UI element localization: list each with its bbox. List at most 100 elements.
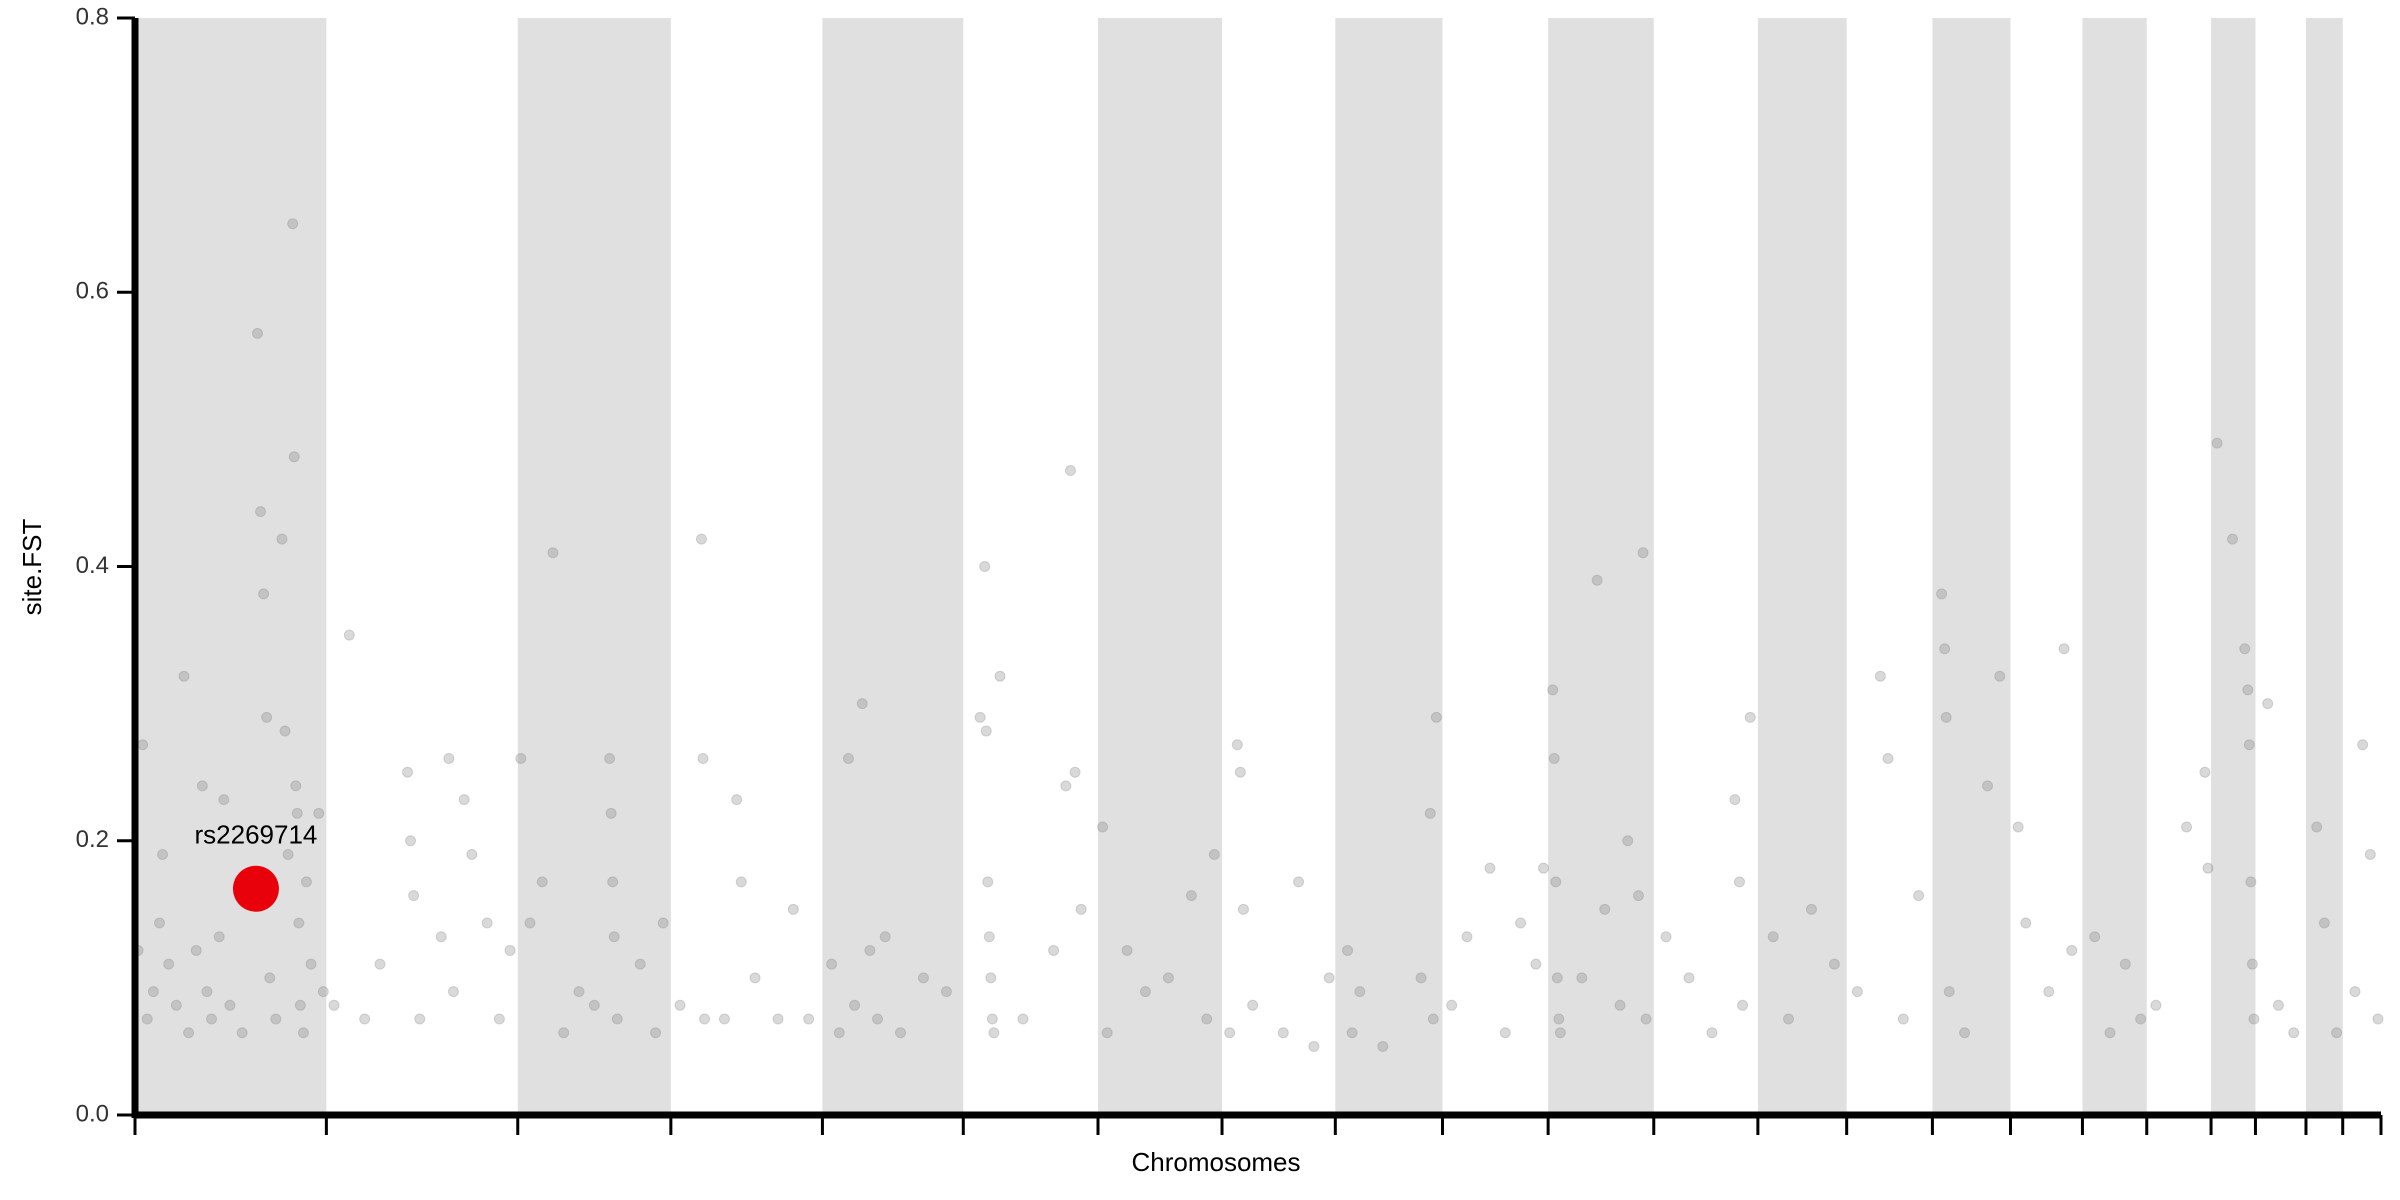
point <box>1538 862 1550 874</box>
point <box>374 958 386 970</box>
point <box>1342 944 1354 956</box>
point <box>1943 986 1955 998</box>
point <box>504 944 516 956</box>
point <box>2364 848 2376 860</box>
point <box>608 931 620 943</box>
point <box>1530 958 1542 970</box>
point <box>917 972 929 984</box>
point <box>1734 876 1746 888</box>
point <box>276 533 288 545</box>
point <box>178 670 190 682</box>
point <box>1550 876 1562 888</box>
point <box>1101 1027 1113 1039</box>
point <box>170 999 182 1011</box>
point <box>408 890 420 902</box>
point <box>1939 643 1951 655</box>
point <box>1936 588 1948 600</box>
point <box>1744 711 1756 723</box>
point <box>1851 986 1863 998</box>
y-axis-label: site.FST <box>17 518 47 615</box>
point <box>258 588 270 600</box>
point <box>1614 999 1626 1011</box>
point <box>611 1013 623 1025</box>
chromosome-band <box>517 18 671 1115</box>
point <box>2119 958 2131 970</box>
point <box>2245 876 2257 888</box>
point <box>328 999 340 1011</box>
point <box>1897 1013 1909 1025</box>
point <box>1782 1013 1794 1025</box>
point <box>290 780 302 792</box>
point <box>1234 766 1246 778</box>
point <box>1551 972 1563 984</box>
point <box>2288 1027 2300 1039</box>
point <box>343 629 355 641</box>
point <box>2246 958 2258 970</box>
point <box>2372 1013 2384 1025</box>
point <box>157 848 169 860</box>
point <box>1201 1013 1213 1025</box>
point <box>1237 903 1249 915</box>
point <box>1547 684 1559 696</box>
point <box>1346 1027 1358 1039</box>
chromosome-band <box>2211 18 2256 1115</box>
point <box>674 999 686 1011</box>
point <box>1940 711 1952 723</box>
point <box>481 917 493 929</box>
point <box>604 752 616 764</box>
point <box>1064 465 1076 477</box>
point <box>573 986 585 998</box>
point <box>856 698 868 710</box>
point <box>735 876 747 888</box>
point <box>163 958 175 970</box>
point <box>2349 986 2361 998</box>
point <box>153 917 165 929</box>
point <box>1424 807 1436 819</box>
point <box>288 451 300 463</box>
point <box>536 876 548 888</box>
chromosome-bands <box>135 18 2343 1115</box>
point <box>895 1027 907 1039</box>
point <box>255 506 267 518</box>
point <box>1427 1013 1439 1025</box>
point <box>1060 780 1072 792</box>
y-tick-label: 0.4 <box>76 552 109 579</box>
point <box>1576 972 1588 984</box>
point <box>1247 999 1259 1011</box>
point <box>940 986 952 998</box>
point <box>2202 862 2214 874</box>
point <box>2012 821 2024 833</box>
point <box>2262 698 2274 710</box>
point <box>466 848 478 860</box>
point <box>196 780 208 792</box>
point <box>2239 643 2251 655</box>
point <box>1323 972 1335 984</box>
point <box>994 670 1006 682</box>
point <box>313 807 325 819</box>
point <box>650 1027 662 1039</box>
point <box>279 725 291 737</box>
point <box>1874 670 1886 682</box>
point <box>1640 1013 1652 1025</box>
point <box>317 986 329 998</box>
point <box>1622 835 1634 847</box>
chromosome-band <box>822 18 964 1115</box>
point <box>293 917 305 929</box>
point <box>1484 862 1496 874</box>
point <box>1499 1027 1511 1039</box>
point <box>2357 739 2369 751</box>
point <box>224 999 236 1011</box>
point <box>1017 1013 1029 1025</box>
point <box>206 1013 218 1025</box>
point <box>1959 1027 1971 1039</box>
point <box>2058 643 2070 655</box>
point <box>2181 821 2193 833</box>
point <box>1293 876 1305 888</box>
x-axis-label: Chromosomes <box>1131 1147 1300 1177</box>
point <box>607 876 619 888</box>
point <box>2248 1013 2260 1025</box>
point <box>141 1013 153 1025</box>
point <box>291 807 303 819</box>
point <box>1767 931 1779 943</box>
